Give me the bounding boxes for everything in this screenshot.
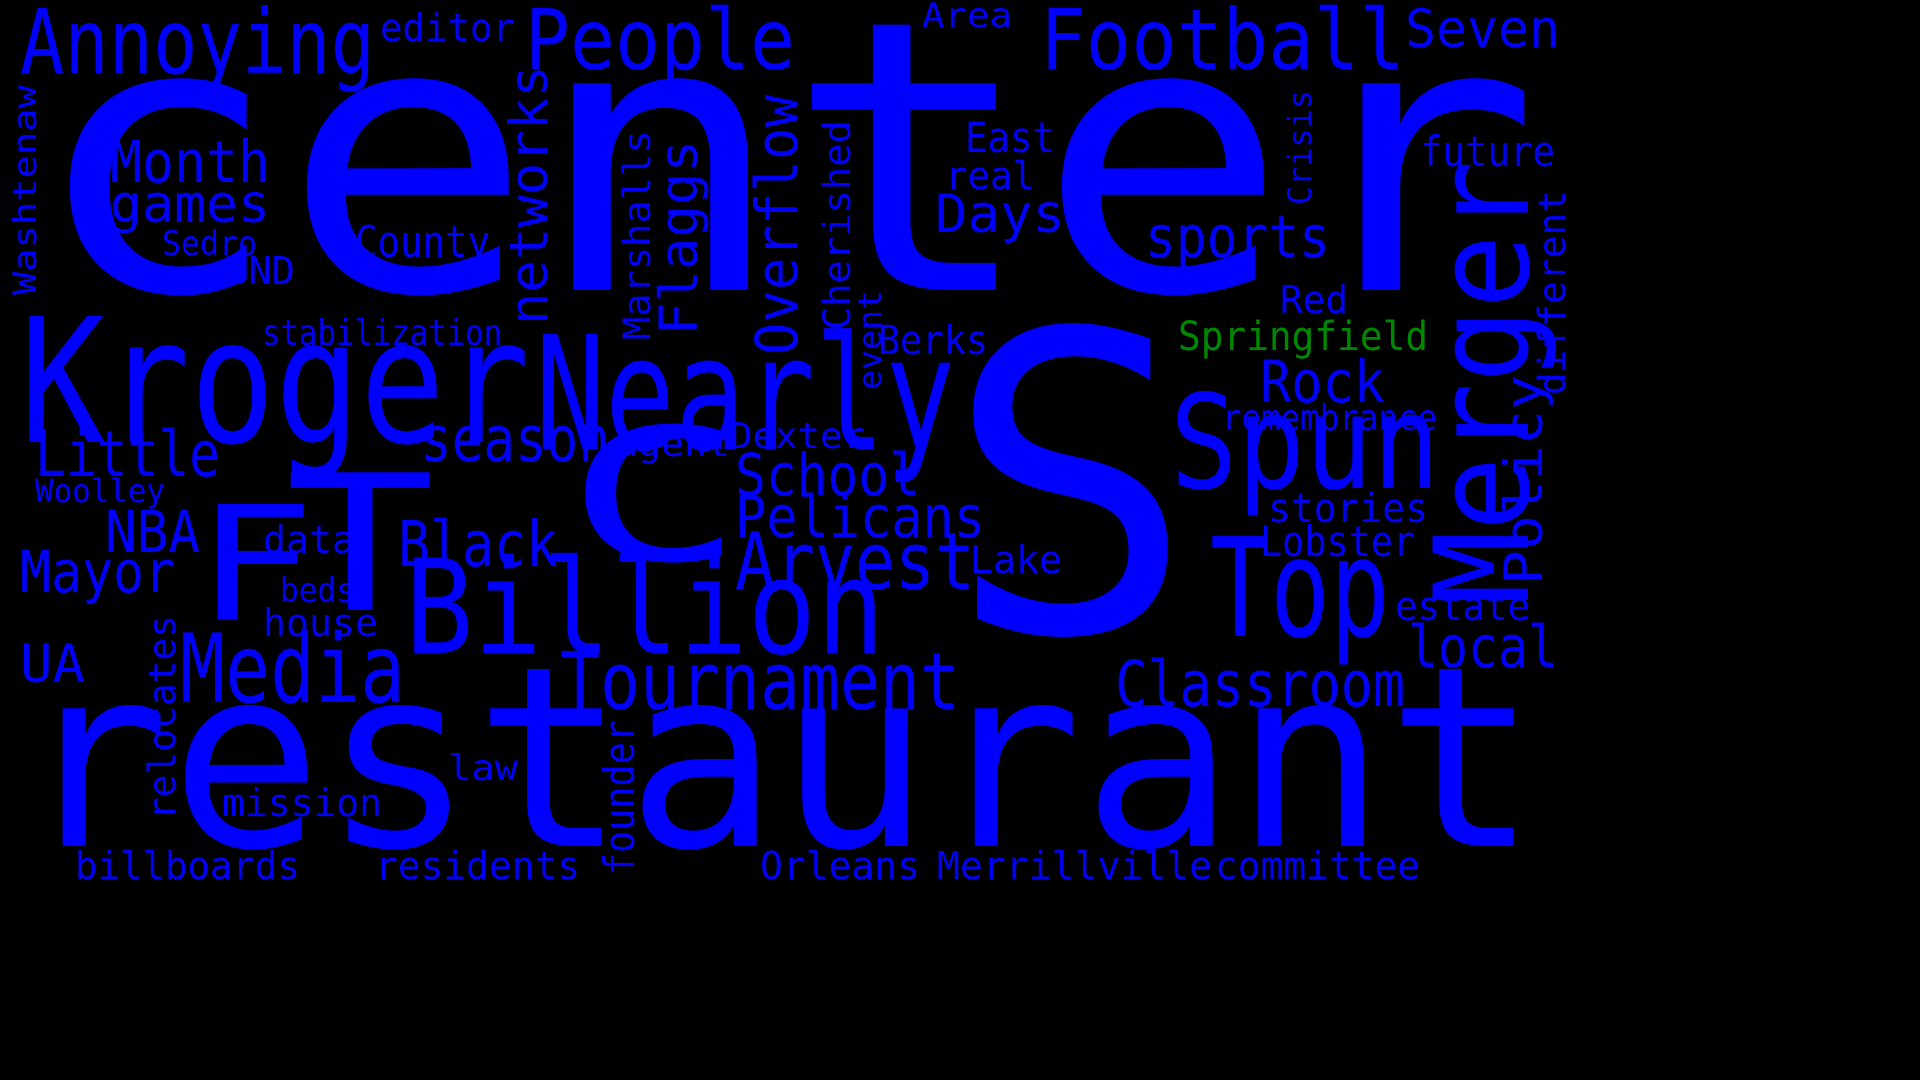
word-bnd: BND: [225, 249, 296, 293]
word-restaurant: restaurant: [18, 613, 1539, 906]
word-washtenaw: Washtenaw: [6, 85, 44, 295]
word-little: Little: [35, 418, 221, 491]
word-area: Area: [922, 0, 1012, 36]
word-top: Top: [1210, 510, 1390, 669]
word-marshalls: Marshalls: [616, 130, 659, 340]
word-spun: Spun: [1170, 366, 1441, 519]
word-remembrance: remembrance: [1222, 398, 1438, 439]
word-stabilization: stabilization: [262, 313, 503, 354]
word-relocates: relocates: [141, 614, 184, 820]
word-orleans: Orleans: [760, 844, 920, 888]
word-arvest: Arvest: [735, 516, 976, 608]
word-house: house: [263, 601, 378, 645]
word-nearly: Nearly: [535, 303, 956, 487]
word-annoying: Annoying: [20, 0, 375, 94]
word-sedro: Sedro: [162, 224, 257, 264]
word-committee: committee: [1215, 844, 1421, 888]
word-kroger: Kroger: [20, 281, 530, 483]
word-founder: founder: [595, 719, 644, 875]
word-woolley: Woolley: [35, 472, 166, 510]
word-data: data: [263, 518, 355, 562]
word-black: Black: [398, 508, 559, 581]
word-rock: Rock: [1260, 348, 1386, 416]
word-mission: mission: [222, 781, 382, 825]
word-center: center: [30, 0, 1541, 380]
word-games: games: [110, 174, 271, 235]
word-county: County: [355, 217, 490, 268]
word-t: T: [285, 435, 435, 655]
word-berks: Berks: [878, 318, 988, 364]
word-s: S: [945, 246, 1196, 729]
word-billboards: billboards: [75, 844, 300, 888]
word-different: different: [1531, 189, 1574, 395]
word-merrillville: Merrillville: [937, 844, 1213, 888]
word-red: Red: [1280, 278, 1349, 322]
word-real: real: [945, 154, 1035, 198]
word-seven: Seven: [1405, 0, 1561, 60]
word-people: People: [525, 0, 796, 89]
word-football: Football: [1040, 0, 1405, 89]
word-east: East: [965, 113, 1056, 162]
word-residents: residents: [375, 844, 581, 888]
word-springfield: Springfield: [1178, 314, 1429, 360]
word-policy: Policy: [1494, 374, 1555, 585]
word-agent: agent: [615, 424, 730, 465]
word-season: season: [420, 403, 611, 476]
word-school: School: [735, 441, 921, 509]
word-f: F: [195, 473, 315, 657]
word-editor: editor: [380, 6, 515, 50]
word-billion: Billion: [405, 531, 885, 684]
word-flaggs: Flaggs: [649, 139, 710, 335]
word-cherished: Cherished: [816, 120, 859, 330]
word-future: future: [1420, 127, 1556, 176]
word-networks: networks: [499, 65, 560, 325]
word-c: C: [565, 390, 746, 604]
word-pelicans: Pelicans: [735, 483, 986, 551]
word-crisis: Crisis: [1281, 89, 1319, 205]
word-law: law: [448, 748, 518, 789]
word-nba: NBA: [105, 498, 201, 566]
word-tournament: Tournament: [560, 636, 961, 728]
word-lobster: Lobster: [1260, 517, 1416, 566]
word-days: Days: [935, 184, 1065, 245]
word-lake: Lake: [970, 538, 1062, 582]
word-beds: beds: [280, 571, 356, 611]
word-dexter: Dexter: [730, 416, 865, 457]
word-local: local: [1408, 613, 1558, 681]
word-classroom: Classroom: [1115, 648, 1406, 721]
word-estate: estate: [1395, 584, 1530, 630]
word-media: Media: [180, 615, 406, 725]
word-month: Month: [110, 128, 270, 196]
word-overflow: Overflow: [743, 94, 811, 356]
word-event: event: [851, 290, 889, 390]
word-ua: UA: [20, 634, 85, 695]
word-sports: sports: [1145, 203, 1331, 271]
word-mayor: Mayor: [20, 538, 176, 606]
word-stories: stories: [1268, 486, 1428, 532]
